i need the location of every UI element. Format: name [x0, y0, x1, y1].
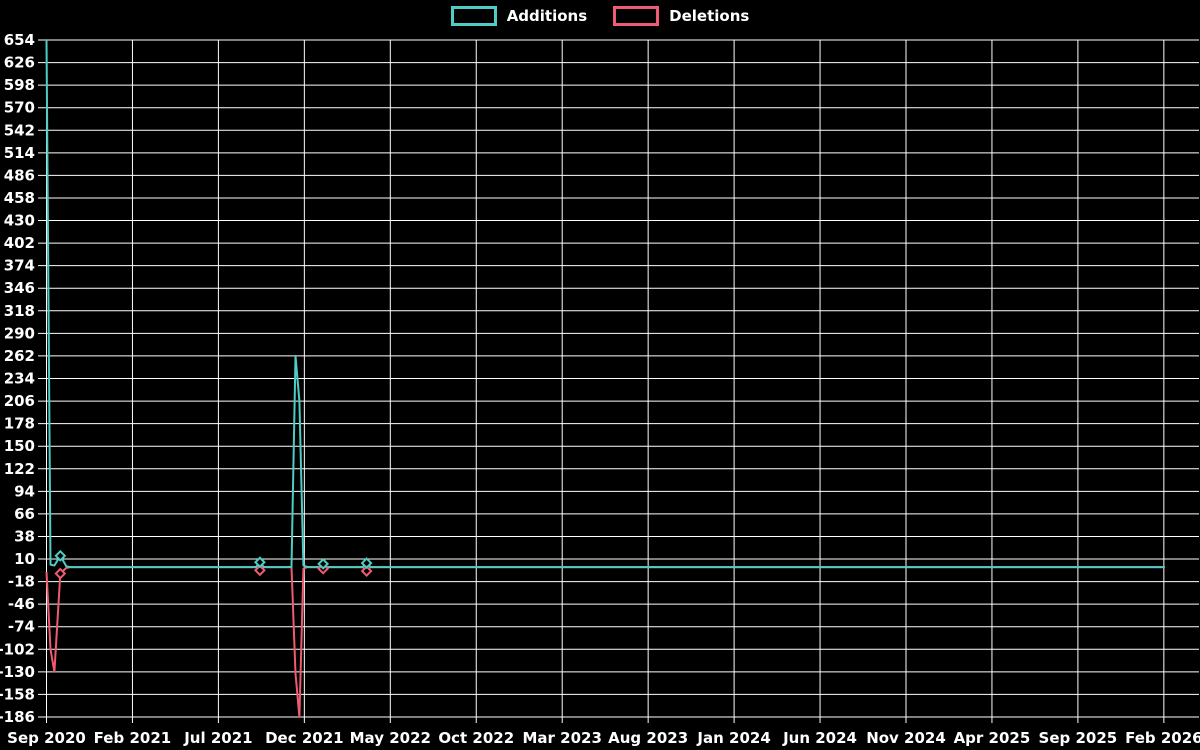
- x-tick-label: Jan 2024: [696, 729, 770, 747]
- x-tick-label: Nov 2024: [866, 729, 946, 747]
- y-tick-label: 122: [4, 460, 35, 478]
- x-tick-label: Feb 2026: [1125, 729, 1200, 747]
- y-tick-label: 374: [4, 257, 35, 275]
- y-tick-label: -74: [8, 618, 35, 636]
- x-tick-label: Dec 2021: [265, 729, 344, 747]
- y-tick-label: 346: [4, 279, 35, 297]
- x-tick-label: Jul 2021: [183, 729, 252, 747]
- y-tick-label: 486: [4, 166, 35, 184]
- y-tick-label: 542: [4, 121, 35, 139]
- y-tick-label: 654: [4, 31, 35, 49]
- legend-label-additions: Additions: [506, 6, 588, 25]
- y-tick-label: 178: [4, 415, 35, 433]
- deletions-marker[interactable]: [253, 564, 266, 577]
- x-tick-label: Mar 2023: [522, 729, 601, 747]
- additions-marker[interactable]: [317, 557, 330, 570]
- x-tick-label: Apr 2025: [954, 729, 1031, 747]
- additions-line: [45, 39, 1165, 569]
- y-tick-label: 290: [4, 324, 35, 342]
- y-tick-label: 458: [4, 189, 35, 207]
- y-tick-label: 206: [4, 392, 35, 410]
- y-tick-label: 94: [14, 482, 35, 500]
- y-tick-label: 38: [14, 527, 35, 545]
- legend-label-deletions: Deletions: [669, 6, 750, 25]
- x-tick-label: Sep 2025: [1039, 729, 1118, 747]
- y-tick-label: 234: [4, 370, 35, 388]
- x-tick-label: Jun 2024: [782, 729, 857, 747]
- y-tick-label: 598: [4, 76, 35, 94]
- y-tick-label: -46: [8, 595, 35, 613]
- y-tick-label: 262: [4, 347, 35, 365]
- y-tick-label: 66: [14, 505, 35, 523]
- y-tick-label: -18: [8, 573, 35, 591]
- y-tick-label: -158: [0, 685, 35, 703]
- legend-item-additions[interactable]: Additions: [450, 6, 588, 26]
- deletions-marker[interactable]: [360, 565, 373, 578]
- x-tick-label: Feb 2021: [94, 729, 172, 747]
- y-tick-label: 10: [14, 550, 35, 568]
- additions-marker[interactable]: [253, 556, 266, 569]
- y-tick-label: 430: [4, 212, 35, 230]
- deletions-swatch-icon: [613, 6, 660, 26]
- y-tick-label: -186: [0, 708, 35, 726]
- x-tick-label: Oct 2022: [438, 729, 514, 747]
- y-tick-label: 150: [4, 437, 35, 455]
- y-tick-label: 514: [4, 144, 35, 162]
- additions-swatch-icon: [450, 6, 497, 26]
- chart-legend: Additions Deletions: [0, 6, 1200, 26]
- additions-marker[interactable]: [54, 549, 67, 562]
- y-tick-label: 318: [4, 302, 35, 320]
- deletions-marker[interactable]: [54, 567, 67, 580]
- y-tick-label: 570: [4, 99, 35, 117]
- additions-marker[interactable]: [360, 557, 373, 569]
- y-tick-label: 626: [4, 54, 35, 72]
- y-tick-label: -130: [0, 663, 35, 681]
- y-tick-label: 402: [4, 234, 35, 252]
- y-tick-label: -102: [0, 640, 35, 658]
- x-tick-label: Aug 2023: [608, 729, 688, 747]
- x-tick-label: May 2022: [350, 729, 431, 747]
- x-tick-label: Sep 2020: [7, 729, 86, 747]
- legend-item-deletions[interactable]: Deletions: [613, 6, 749, 26]
